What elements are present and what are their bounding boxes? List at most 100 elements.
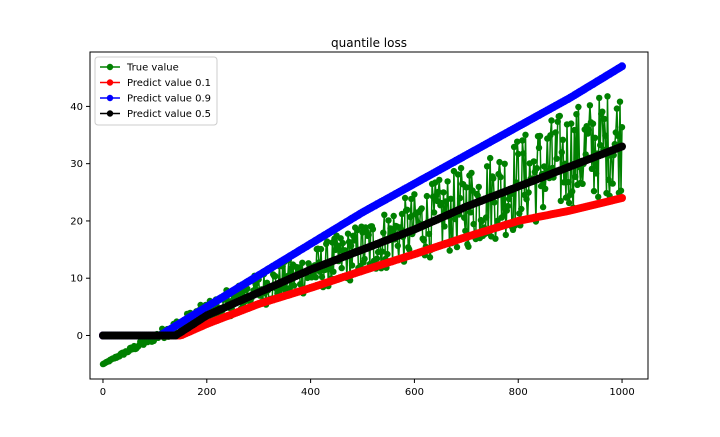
true-value-point — [318, 273, 326, 281]
true-value-point — [394, 242, 401, 249]
true-value-point — [447, 195, 454, 202]
true-value-point — [436, 176, 443, 184]
true-value-point — [365, 231, 372, 239]
true-value-point — [470, 220, 477, 228]
legend-marker — [106, 63, 114, 71]
y-tick-label: 40 — [70, 102, 83, 113]
true-value-point — [572, 173, 579, 180]
series-predict-value-0-9 — [99, 62, 626, 340]
series-predict-value-0-1 — [99, 194, 626, 340]
series-predict-value-0-5 — [99, 142, 626, 340]
true-value-point — [616, 98, 624, 105]
true-value-point — [312, 274, 319, 281]
y-tick-label: 0 — [77, 331, 83, 342]
true-value-point — [597, 141, 604, 149]
x-tick-label: 800 — [509, 387, 528, 398]
true-value-point — [565, 199, 573, 207]
true-value-point — [520, 150, 527, 157]
x-tick-label: 400 — [301, 387, 320, 398]
legend-label: True value — [126, 63, 179, 74]
true-value-point — [604, 93, 611, 100]
true-value-point — [502, 231, 509, 239]
true-value-point — [426, 254, 434, 261]
true-value-point — [425, 230, 433, 238]
legend-box — [94, 56, 218, 126]
true-value-point — [453, 243, 461, 251]
true-value-point — [373, 255, 381, 262]
true-value-point — [390, 212, 397, 220]
true-value-point — [575, 103, 582, 111]
true-value-point — [442, 198, 449, 205]
legend-label: Predict value 0.5 — [127, 109, 211, 120]
true-value-point — [515, 150, 522, 158]
true-value-point — [351, 237, 358, 244]
true-value-point — [461, 214, 468, 221]
true-value-point — [548, 117, 555, 124]
true-value-point — [369, 226, 377, 233]
y-tick-label: 30 — [70, 159, 83, 170]
true-value-point — [536, 132, 544, 140]
true-value-point — [462, 227, 469, 235]
true-value-point — [465, 243, 472, 250]
true-value-point — [446, 247, 453, 254]
predict-value-0-5-point — [618, 142, 626, 151]
true-value-point — [519, 137, 526, 144]
true-value-point — [571, 126, 578, 134]
x-tick-label: 200 — [197, 387, 216, 398]
true-value-point — [564, 178, 572, 186]
true-value-point — [496, 158, 503, 166]
true-value-point — [542, 185, 549, 192]
true-value-point — [491, 199, 498, 206]
true-value-point — [553, 155, 560, 162]
true-value-point — [406, 246, 413, 253]
true-value-point — [411, 191, 418, 198]
true-value-point — [324, 238, 331, 245]
true-value-point — [317, 245, 325, 253]
true-value-point — [568, 120, 575, 127]
predict-value-0-9-point — [618, 62, 626, 71]
legend-label: Predict value 0.1 — [127, 78, 211, 89]
predict-value-0-1-point — [618, 194, 626, 202]
true-value-point — [590, 187, 598, 195]
true-value-point — [330, 268, 337, 275]
true-value-point — [585, 126, 592, 134]
true-value-point — [547, 132, 554, 139]
true-value-point — [384, 250, 391, 258]
x-tick-label: 1000 — [609, 387, 634, 398]
true-value-point — [380, 229, 387, 236]
true-value-point — [523, 196, 530, 203]
true-value-point — [440, 189, 447, 196]
true-value-point — [379, 248, 386, 255]
true-value-point — [592, 170, 600, 177]
true-value-point — [290, 282, 298, 289]
true-value-point — [456, 194, 464, 202]
true-value-point — [533, 165, 541, 172]
true-value-point — [569, 188, 576, 195]
true-value-point — [579, 180, 586, 187]
axes-frame — [89, 51, 649, 380]
true-value-point — [500, 212, 507, 219]
true-value-point — [552, 129, 559, 136]
true-value-point — [530, 158, 537, 165]
true-value-point — [463, 184, 470, 191]
legend-label: Predict value 0.9 — [127, 94, 211, 105]
true-value-point — [490, 175, 497, 182]
true-value-point — [430, 209, 438, 216]
true-value-point — [601, 115, 608, 123]
true-value-point — [441, 223, 448, 230]
true-value-point — [588, 165, 596, 172]
true-value-point — [337, 235, 344, 242]
true-value-point — [595, 193, 602, 201]
true-value-point — [609, 180, 616, 187]
true-value-point — [467, 209, 474, 216]
true-value-point — [554, 118, 561, 125]
true-value-point — [541, 163, 548, 170]
true-value-point — [418, 205, 425, 212]
true-value-point — [404, 206, 411, 213]
true-value-point — [591, 134, 599, 141]
legend-marker — [106, 79, 114, 86]
true-value-point — [602, 132, 609, 139]
true-value-point — [272, 273, 279, 280]
x-tick-label: 0 — [100, 387, 106, 398]
